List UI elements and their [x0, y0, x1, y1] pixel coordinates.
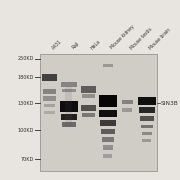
Bar	[40, 54, 157, 171]
FancyBboxPatch shape	[44, 104, 55, 107]
FancyBboxPatch shape	[81, 105, 96, 111]
FancyBboxPatch shape	[138, 97, 156, 105]
Text: A431: A431	[51, 39, 63, 50]
Text: 250KD: 250KD	[18, 56, 34, 61]
FancyBboxPatch shape	[62, 122, 76, 127]
Text: 130KD: 130KD	[18, 101, 34, 106]
FancyBboxPatch shape	[103, 64, 113, 68]
FancyBboxPatch shape	[122, 108, 132, 112]
FancyBboxPatch shape	[103, 145, 113, 150]
Text: HeLa: HeLa	[90, 39, 102, 50]
FancyBboxPatch shape	[101, 129, 115, 134]
Text: SIN3B: SIN3B	[161, 101, 179, 106]
FancyBboxPatch shape	[99, 110, 117, 117]
Text: Mouse kidney: Mouse kidney	[110, 24, 136, 50]
Text: 70KD: 70KD	[21, 157, 34, 162]
FancyBboxPatch shape	[100, 120, 116, 126]
Text: Raji: Raji	[71, 41, 80, 50]
FancyBboxPatch shape	[140, 116, 154, 121]
FancyBboxPatch shape	[102, 137, 114, 142]
FancyBboxPatch shape	[141, 125, 153, 128]
Bar	[66, 87, 72, 127]
FancyBboxPatch shape	[142, 139, 151, 142]
Text: 100KD: 100KD	[18, 128, 34, 132]
Text: Mouse brain: Mouse brain	[149, 27, 172, 50]
FancyBboxPatch shape	[82, 112, 95, 117]
FancyBboxPatch shape	[42, 74, 57, 81]
FancyBboxPatch shape	[103, 154, 112, 158]
FancyBboxPatch shape	[61, 82, 77, 87]
FancyBboxPatch shape	[60, 114, 77, 120]
Text: Mouse testis: Mouse testis	[129, 26, 153, 50]
Text: 180KD: 180KD	[18, 75, 34, 80]
FancyBboxPatch shape	[60, 101, 78, 112]
FancyBboxPatch shape	[122, 100, 133, 104]
FancyBboxPatch shape	[62, 89, 76, 92]
FancyBboxPatch shape	[142, 132, 152, 135]
FancyBboxPatch shape	[82, 94, 95, 98]
FancyBboxPatch shape	[42, 89, 56, 94]
FancyBboxPatch shape	[43, 96, 56, 101]
FancyBboxPatch shape	[44, 111, 55, 114]
FancyBboxPatch shape	[81, 86, 96, 93]
FancyBboxPatch shape	[99, 95, 117, 107]
FancyBboxPatch shape	[139, 107, 155, 113]
